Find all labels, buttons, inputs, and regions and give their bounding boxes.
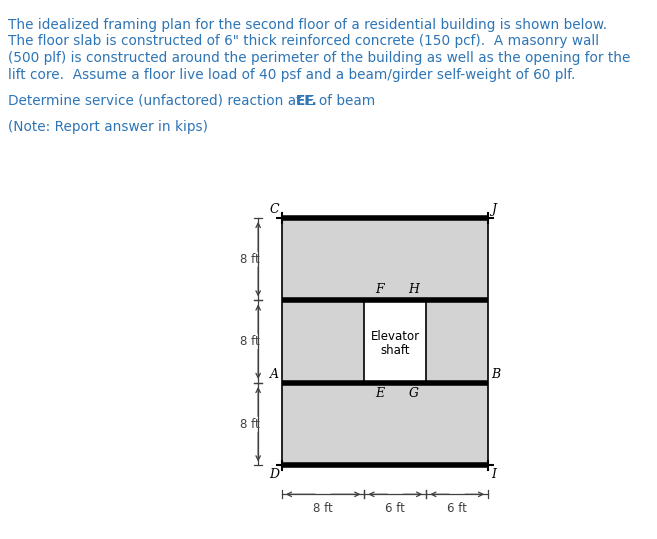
Text: I: I [491,467,496,480]
Text: 8 ft: 8 ft [240,335,260,348]
Text: 6 ft: 6 ft [386,501,405,515]
Text: 6 ft: 6 ft [447,501,467,515]
Text: The idealized framing plan for the second floor of a residential building is sho: The idealized framing plan for the secon… [8,18,607,32]
Text: J: J [491,203,496,216]
Bar [282,218,488,466]
Text: Determine service (unfactored) reaction at E of beam: Determine service (unfactored) reaction … [8,94,380,108]
Bar [365,300,426,383]
Text: 8 ft: 8 ft [313,501,333,515]
Text: lift core.  Assume a floor live load of 40 psf and a beam/girder self-weight of : lift core. Assume a floor live load of 4… [8,67,576,81]
Text: H: H [409,283,419,296]
Text: E: E [375,387,384,400]
Text: D: D [269,467,279,480]
Text: (Note: Report answer in kips): (Note: Report answer in kips) [8,121,208,135]
Text: 8 ft: 8 ft [240,253,260,266]
Text: Elevator: Elevator [371,330,420,343]
Text: C: C [269,203,279,216]
Text: F: F [376,283,384,296]
Text: shaft: shaft [380,344,410,357]
Text: The floor slab is constructed of 6" thick reinforced concrete (150 pcf).  A maso: The floor slab is constructed of 6" thic… [8,34,599,49]
Text: 8 ft: 8 ft [240,418,260,431]
Text: A: A [270,368,279,382]
Text: G: G [409,387,419,400]
Text: EF.: EF. [295,94,317,108]
Text: B: B [491,368,501,382]
Text: (500 plf) is constructed around the perimeter of the building as well as the ope: (500 plf) is constructed around the peri… [8,51,630,65]
